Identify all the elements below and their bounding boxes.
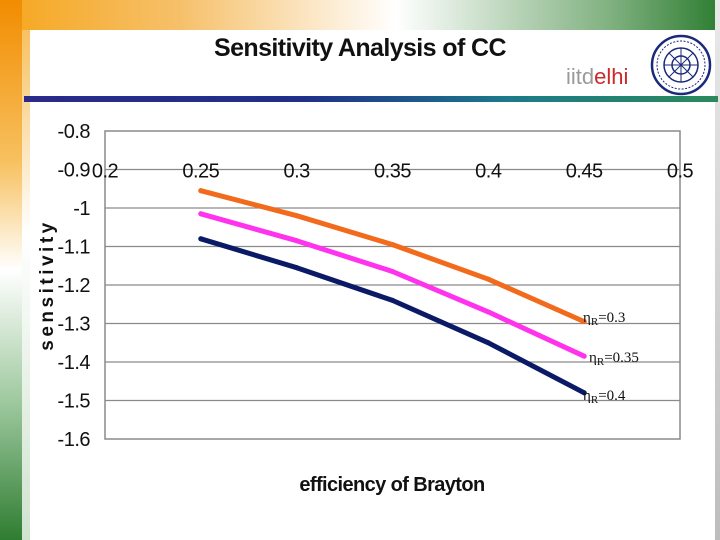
data-point xyxy=(294,265,300,271)
y-tick-label: -1 xyxy=(73,198,90,220)
y-tick-label: -1.1 xyxy=(58,237,91,259)
slide-left-banner-inner xyxy=(22,30,30,540)
iit-delhi-seal-icon xyxy=(650,34,712,96)
y-axis-label: sensitivity xyxy=(37,219,58,350)
series-labels: ηR=0.3 ηR=0.35 ηR=0.4 xyxy=(583,310,639,406)
data-point xyxy=(390,269,395,275)
y-tick-label: -1.3 xyxy=(58,314,91,336)
title-divider-rule xyxy=(24,96,718,102)
data-point xyxy=(294,238,300,244)
x-tick-label: 0.2 xyxy=(92,161,119,183)
data-point xyxy=(581,390,587,396)
x-tick-label: 0.25 xyxy=(182,161,219,183)
x-tick-label: 0.4 xyxy=(475,161,502,183)
y-tick-label: -0.9 xyxy=(58,160,91,182)
x-tick-label: 0.45 xyxy=(566,161,603,183)
y-tick-label: -1.6 xyxy=(58,429,91,451)
data-point xyxy=(390,242,395,248)
x-tick-label: 0.35 xyxy=(374,161,411,183)
data-point xyxy=(581,353,587,359)
series-label: ηR=0.35 xyxy=(589,350,639,368)
data-point xyxy=(390,297,395,303)
x-tick-label: 0.5 xyxy=(667,161,694,183)
y-tick-labels: -0.8 -0.9 -1 -1.1 -1.2 -1.3 -1.4 -1.5 -1.6 xyxy=(58,121,91,451)
data-point xyxy=(198,211,204,217)
data-point xyxy=(485,309,491,315)
slide-right-edge xyxy=(715,0,720,540)
data-point xyxy=(294,213,300,219)
y-tick-label: -1.2 xyxy=(58,275,91,297)
slide-top-banner xyxy=(0,0,720,30)
data-point xyxy=(485,340,491,346)
y-tick-label: -1.5 xyxy=(58,391,91,413)
series-lines xyxy=(198,188,587,396)
x-tick-labels: 0.2 0.25 0.3 0.35 0.4 0.45 0.5 xyxy=(92,161,694,183)
iitdelhi-logo-text: iitdelhi xyxy=(566,64,629,89)
data-point xyxy=(198,188,204,194)
series-label: ηR=0.3 xyxy=(583,310,625,328)
data-point xyxy=(581,319,587,325)
slide-title: Sensitivity Analysis of CC xyxy=(214,34,507,62)
x-axis-label: efficiency of Brayton xyxy=(299,474,484,496)
x-tick-label: 0.3 xyxy=(284,161,311,183)
series-label: ηR=0.4 xyxy=(583,388,626,406)
y-tick-label: -0.8 xyxy=(58,121,91,143)
slide-left-banner xyxy=(0,0,22,540)
data-point xyxy=(485,276,491,282)
data-point xyxy=(198,236,204,242)
y-tick-label: -1.4 xyxy=(58,352,91,374)
